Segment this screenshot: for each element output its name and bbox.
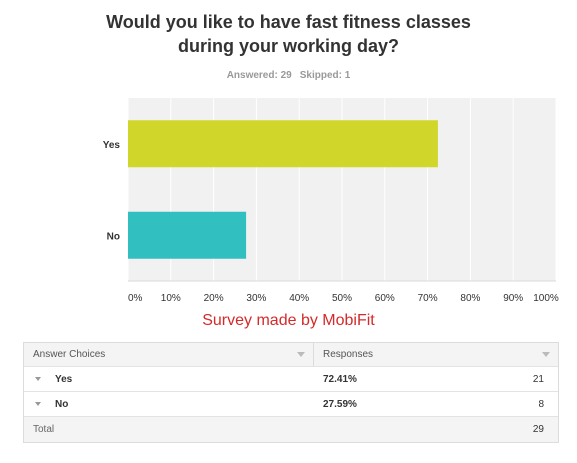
response-table: Answer Choices Responses Yes 72.41% 21 N… [23, 342, 559, 443]
x-tick-label: 50% [332, 293, 352, 304]
row-no-count: 8 [538, 398, 544, 410]
x-tick-label: 10% [161, 293, 181, 304]
chart-title: Would you like to have fast fitness clas… [0, 10, 577, 58]
y-tick-label: No [107, 231, 120, 242]
header-responses-label: Responses [323, 349, 374, 360]
header-responses[interactable]: Responses [314, 343, 558, 366]
row-no-percent: 27.59% [323, 398, 357, 410]
x-tick-label: 70% [418, 293, 438, 304]
bar-no [128, 211, 247, 259]
chart-title-line-2: during your working day? [177, 36, 399, 56]
x-tick-label: 100% [533, 293, 559, 304]
total-label-cell: Total [24, 417, 314, 442]
total-label: Total [33, 424, 55, 435]
row-yes-choice: Yes [24, 367, 314, 391]
sort-arrow-icon[interactable] [542, 352, 550, 357]
bar-yes [128, 120, 438, 168]
total-count-cell: 29 [314, 417, 558, 442]
row-yes-label: Yes [55, 373, 73, 385]
x-tick-label: 90% [503, 293, 523, 304]
row-yes-percent: 72.41% [323, 373, 357, 385]
survey-credit: Survey made by MobiFit [202, 312, 375, 329]
row-yes-responses: 72.41% 21 [314, 367, 558, 391]
row-no-choice: No [24, 392, 314, 416]
expand-caret-icon[interactable] [35, 377, 41, 381]
y-tick-label: Yes [103, 140, 121, 151]
x-tick-label: 20% [204, 293, 224, 304]
table-header-row: Answer Choices Responses [24, 343, 558, 367]
response-stats: Answered: 29 Skipped: 1 [0, 70, 577, 81]
total-count: 29 [532, 424, 544, 435]
header-answer-choices[interactable]: Answer Choices [24, 343, 314, 366]
x-tick-label: 30% [246, 293, 266, 304]
header-answer-choices-label: Answer Choices [33, 349, 106, 360]
row-yes-count: 21 [532, 373, 544, 385]
table-row: No 27.59% 8 [24, 392, 558, 417]
table-row: Yes 72.41% 21 [24, 367, 558, 392]
answered-count: Answered: 29 [226, 70, 292, 81]
bar-chart: Yes No 0% 10% 20% 30% 40% 50% 60% 70% 80% 90% 100% [103, 98, 559, 304]
x-tick-label: 60% [375, 293, 395, 304]
table-total-row: Total 29 [24, 417, 558, 442]
row-no-label: No [55, 398, 69, 410]
x-tick-label: 80% [460, 293, 480, 304]
skipped-count: Skipped: 1 [299, 70, 351, 81]
chart-title-line-1: Would you like to have fast fitness clas… [106, 12, 471, 32]
x-tick-label: 0% [128, 293, 143, 304]
sort-arrow-icon[interactable] [297, 352, 305, 357]
row-no-responses: 27.59% 8 [314, 392, 558, 416]
x-tick-label: 40% [289, 293, 309, 304]
expand-caret-icon[interactable] [35, 402, 41, 406]
